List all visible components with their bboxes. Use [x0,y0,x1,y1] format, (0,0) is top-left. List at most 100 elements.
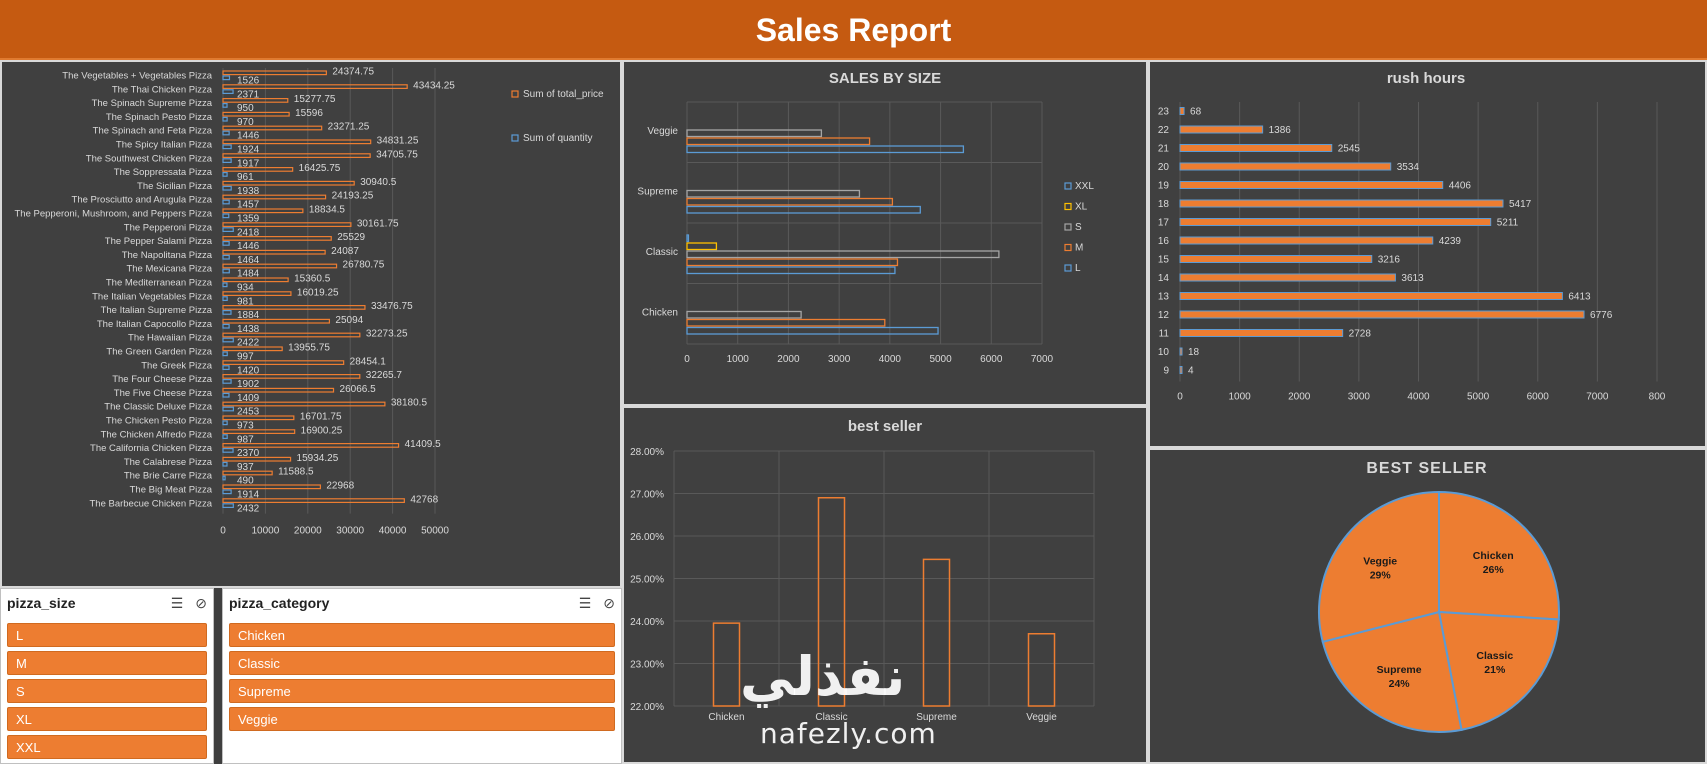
category-label: The Sicilian Pizza [137,181,213,192]
slicer-item-xl[interactable]: XL [7,707,207,731]
price-value-label: 24374.75 [332,67,374,78]
slicer-item-classic[interactable]: Classic [229,651,615,675]
slicer-item-m[interactable]: M [7,651,207,675]
quantity-value-label: 987 [237,434,254,445]
hour-label: 12 [1158,310,1170,321]
x-tick-label: 40000 [379,526,407,537]
slicer-item-xxl[interactable]: XXL [7,735,207,759]
pie-label: Classic [1476,650,1513,662]
rush-bar [1179,162,1392,171]
pizza-category-slicer[interactable]: pizza_category ☰ ⊘ Chicken Classic Suprem… [222,588,622,764]
quantity-bar [222,199,230,205]
clear-filter-icon[interactable]: ⊘ [195,595,207,611]
size-bar-m [686,318,886,327]
quantity-value-label: 2422 [237,338,260,349]
quantity-value-label: 1526 [237,76,260,87]
chart-title: rush hours [1387,70,1465,87]
multi-select-icon[interactable]: ☰ [170,595,184,611]
pie-label: Veggie [1363,555,1397,567]
category-label: The Calabrese Pizza [124,457,213,468]
price-bar [222,415,295,421]
price-value-label: 41409.5 [405,439,442,450]
quantity-value-label: 950 [237,103,254,114]
category-label: The Pepperoni Pizza [124,222,213,233]
quantity-value-label: 490 [237,476,254,487]
quantity-value-label: 2370 [237,448,260,459]
chart-title: SALES BY SIZE [829,70,941,87]
price-value-label: 30940.5 [360,177,397,188]
price-bar [222,332,361,338]
slicer-item-chicken[interactable]: Chicken [229,623,615,647]
rush-value-label: 4 [1188,366,1194,377]
quantity-value-label: 1938 [237,186,260,197]
y-tick-label: 24.00% [630,617,664,628]
price-bar [222,305,366,310]
pie-slice-veggie [1318,490,1440,644]
slicer-item-s[interactable]: S [7,679,207,703]
slicer-item-l[interactable]: L [7,623,207,647]
slicer-item-veggie[interactable]: Veggie [229,707,615,731]
price-bar [222,484,321,490]
rush-bar [1179,255,1373,263]
rush-value-label: 5211 [1497,218,1519,229]
slicer-title: pizza_category [229,595,330,611]
size-bar-l [686,205,921,214]
pizza-size-slicer[interactable]: pizza_size ☰ ⊘ L M S XL XXL [0,588,214,764]
x-tick-label: 800 [1649,392,1666,403]
legend-price-label: Sum of total_price [523,89,604,100]
category-label: The Barbecue Chicken Pizza [89,498,212,509]
x-tick-label: 20000 [294,526,322,537]
size-bar-xl [686,242,718,251]
x-tick-label: 4000 [1407,392,1430,403]
hour-label: 13 [1158,292,1170,303]
quantity-bar [222,241,230,246]
price-value-label: 16425.75 [299,163,341,174]
quantity-bar [222,351,228,357]
x-tick-label: 3000 [1348,392,1371,403]
category-label: The Pepper Salami Pizza [105,236,213,247]
legend-price-swatch [511,90,519,98]
rush-bar [1179,181,1444,189]
slicer-item-supreme[interactable]: Supreme [229,679,615,703]
rush-value-label: 18 [1188,347,1200,358]
category-label: Classic [646,247,678,258]
quantity-value-label: 973 [237,421,254,432]
page-title: Sales Report [755,12,952,48]
x-tick-label: 6000 [1527,392,1550,403]
category-label: Veggie [1026,712,1057,723]
rush-hours-panel: rush hours 0 1000 2000 3000 4000 5000 6000 7000 8… [1148,60,1707,448]
quantity-value-label: 1917 [237,158,260,169]
legend-swatch [1064,264,1072,272]
hour-label: 17 [1158,218,1170,229]
pie-label: Chicken [1473,550,1514,562]
multi-select-icon[interactable]: ☰ [578,595,592,611]
category-label: The Big Meat Pizza [130,485,213,496]
category-label: The Spicy Italian Pizza [116,140,213,151]
x-tick-label: 7000 [1031,354,1054,365]
quantity-value-label: 961 [237,172,254,183]
quantity-bar [222,75,231,81]
legend-label: S [1075,222,1082,233]
quantity-value-label: 1914 [237,490,260,501]
category-label: The Spinach and Feta Pizza [93,126,213,137]
category-label: The Chicken Pesto Pizza [106,416,213,427]
quantity-value-label: 2418 [237,227,260,238]
quantity-bar [222,406,235,412]
quantity-bar [222,379,232,384]
legend-label: XL [1075,202,1088,213]
rush-bar [1179,347,1183,356]
category-label: Chicken [642,308,678,319]
quantity-bar [222,268,230,274]
quantity-bar [222,392,230,398]
price-value-label: 33476.75 [371,301,413,312]
legend-swatch [1064,182,1072,190]
rush-bar [1179,329,1344,337]
price-bar [222,166,294,172]
pie-pct: 26% [1483,564,1505,576]
quantity-bar [222,365,230,370]
quantity-bar [222,102,228,108]
clear-filter-icon[interactable]: ⊘ [603,595,615,611]
quantity-bar [222,296,228,302]
price-bar [222,180,355,186]
hour-label: 19 [1158,181,1170,192]
